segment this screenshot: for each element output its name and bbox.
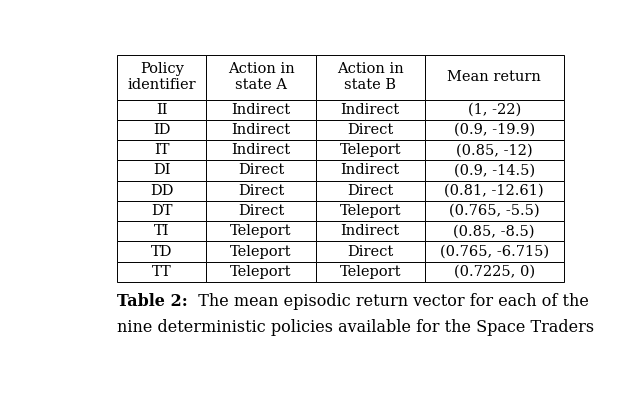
Text: TI: TI: [154, 224, 170, 238]
Bar: [117, 241, 207, 262]
Text: Table 2:: Table 2:: [117, 292, 188, 310]
Text: Direct: Direct: [347, 244, 394, 259]
Bar: [207, 140, 316, 160]
Text: (1, -22): (1, -22): [468, 103, 521, 117]
Text: (0.765, -5.5): (0.765, -5.5): [449, 204, 540, 218]
Text: Indirect: Indirect: [340, 103, 400, 117]
Bar: [117, 262, 207, 282]
Text: Direct: Direct: [347, 184, 394, 198]
Text: TD: TD: [151, 244, 173, 259]
Text: (0.7225, 0): (0.7225, 0): [454, 265, 535, 279]
Text: (0.765, -6.715): (0.765, -6.715): [440, 244, 548, 259]
Text: (0.85, -8.5): (0.85, -8.5): [453, 224, 535, 238]
Bar: [207, 120, 316, 140]
Bar: [316, 99, 425, 120]
Bar: [117, 160, 207, 181]
Bar: [316, 181, 425, 201]
Text: Indirect: Indirect: [340, 224, 400, 238]
Bar: [316, 241, 425, 262]
Bar: [316, 120, 425, 140]
Bar: [425, 241, 564, 262]
Text: Direct: Direct: [238, 163, 284, 178]
Text: IT: IT: [154, 143, 170, 157]
Text: (0.9, -19.9): (0.9, -19.9): [454, 123, 535, 137]
Bar: [207, 55, 316, 99]
Text: Teleport: Teleport: [230, 244, 292, 259]
Text: The mean episodic return vector for each of the: The mean episodic return vector for each…: [188, 292, 589, 310]
Text: Action in
state A: Action in state A: [228, 62, 294, 92]
Text: Indirect: Indirect: [340, 163, 400, 178]
Bar: [207, 221, 316, 241]
Bar: [207, 181, 316, 201]
Text: Direct: Direct: [347, 123, 394, 137]
Text: Direct: Direct: [238, 204, 284, 218]
Text: Teleport: Teleport: [230, 265, 292, 279]
Bar: [207, 201, 316, 221]
Bar: [117, 140, 207, 160]
Text: Teleport: Teleport: [339, 265, 401, 279]
Text: (0.9, -14.5): (0.9, -14.5): [454, 163, 535, 178]
Text: ID: ID: [153, 123, 171, 137]
Text: Teleport: Teleport: [230, 224, 292, 238]
Text: DI: DI: [153, 163, 171, 178]
Bar: [316, 201, 425, 221]
Text: (0.85, -12): (0.85, -12): [456, 143, 532, 157]
Text: TT: TT: [152, 265, 172, 279]
Bar: [207, 99, 316, 120]
Bar: [316, 221, 425, 241]
Bar: [425, 140, 564, 160]
Bar: [316, 262, 425, 282]
Bar: [117, 120, 207, 140]
Bar: [207, 262, 316, 282]
Bar: [316, 55, 425, 99]
Text: Direct: Direct: [238, 184, 284, 198]
Bar: [207, 160, 316, 181]
Text: (0.81, -12.61): (0.81, -12.61): [444, 184, 544, 198]
Bar: [316, 160, 425, 181]
Text: DT: DT: [151, 204, 173, 218]
Text: II: II: [156, 103, 168, 117]
Bar: [207, 241, 316, 262]
Bar: [425, 181, 564, 201]
Bar: [117, 221, 207, 241]
Text: Policy
identifier: Policy identifier: [127, 62, 196, 92]
Bar: [117, 55, 207, 99]
Bar: [425, 160, 564, 181]
Bar: [425, 262, 564, 282]
Bar: [117, 181, 207, 201]
Text: nine deterministic policies available for the Space Traders: nine deterministic policies available fo…: [117, 319, 595, 336]
Bar: [425, 221, 564, 241]
Bar: [117, 99, 207, 120]
Text: DD: DD: [150, 184, 173, 198]
Bar: [425, 201, 564, 221]
Bar: [117, 201, 207, 221]
Bar: [425, 99, 564, 120]
Text: Indirect: Indirect: [232, 143, 291, 157]
Text: Indirect: Indirect: [232, 103, 291, 117]
Text: Action in
state B: Action in state B: [337, 62, 404, 92]
Bar: [425, 55, 564, 99]
Text: Teleport: Teleport: [339, 204, 401, 218]
Text: Indirect: Indirect: [232, 123, 291, 137]
Text: Mean return: Mean return: [447, 70, 541, 84]
Text: Teleport: Teleport: [339, 143, 401, 157]
Bar: [316, 140, 425, 160]
Bar: [425, 120, 564, 140]
